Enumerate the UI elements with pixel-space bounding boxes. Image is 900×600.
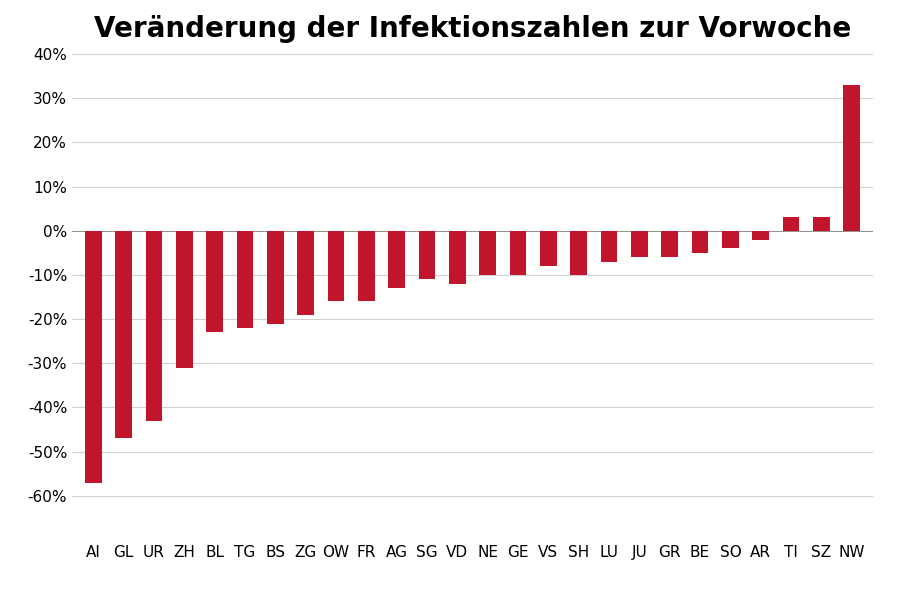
Bar [752, 231, 770, 239]
Bar [480, 231, 496, 275]
Bar [388, 231, 405, 288]
Bar [813, 217, 830, 231]
Bar [418, 231, 436, 280]
Bar [631, 231, 648, 257]
Bar [692, 231, 708, 253]
Bar [115, 231, 132, 439]
Bar [176, 231, 193, 368]
Bar [146, 231, 162, 421]
Bar [722, 231, 739, 248]
Bar [783, 217, 799, 231]
Bar [449, 231, 465, 284]
Bar [540, 231, 557, 266]
Bar [267, 231, 284, 323]
Bar [297, 231, 314, 314]
Bar [237, 231, 253, 328]
Title: Veränderung der Infektionszahlen zur Vorwoche: Veränderung der Infektionszahlen zur Vor… [94, 16, 851, 43]
Bar [206, 231, 223, 332]
Bar [328, 231, 345, 301]
Bar [662, 231, 678, 257]
Bar [509, 231, 526, 275]
Bar [358, 231, 374, 301]
Bar [571, 231, 587, 275]
Bar [843, 85, 860, 231]
Bar [600, 231, 617, 262]
Bar [85, 231, 102, 482]
